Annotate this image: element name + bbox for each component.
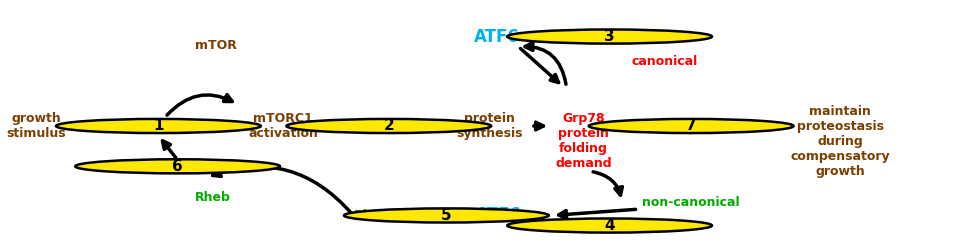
Text: Rheb: Rheb: [353, 209, 390, 222]
Ellipse shape: [588, 119, 794, 133]
Ellipse shape: [56, 119, 261, 133]
Text: mTOR: mTOR: [195, 39, 237, 52]
Text: growth
stimulus: growth stimulus: [7, 112, 66, 140]
Text: non-canonical: non-canonical: [642, 196, 740, 209]
Text: 3: 3: [604, 29, 615, 44]
Text: mTORC1
activation: mTORC1 activation: [249, 112, 318, 140]
Ellipse shape: [344, 208, 549, 223]
Text: 1: 1: [154, 118, 163, 134]
Ellipse shape: [507, 29, 712, 44]
Text: protein
synthesis: protein synthesis: [456, 112, 523, 140]
Text: Rheb: Rheb: [195, 191, 231, 204]
Text: maintain
proteostasis
during
compensatory
growth: maintain proteostasis during compensator…: [790, 105, 890, 178]
Text: 5: 5: [441, 208, 452, 223]
Text: 2: 2: [383, 118, 395, 134]
Ellipse shape: [75, 159, 280, 173]
Text: canonical: canonical: [631, 55, 698, 68]
Text: 4: 4: [604, 218, 615, 233]
Text: 7: 7: [685, 118, 697, 134]
Ellipse shape: [507, 218, 712, 233]
Ellipse shape: [286, 119, 492, 133]
Text: Grp78
protein
folding
demand: Grp78 protein folding demand: [556, 112, 612, 170]
Text: ATF6: ATF6: [474, 27, 520, 46]
Text: 6: 6: [172, 159, 183, 174]
Text: ATF6: ATF6: [476, 206, 522, 225]
